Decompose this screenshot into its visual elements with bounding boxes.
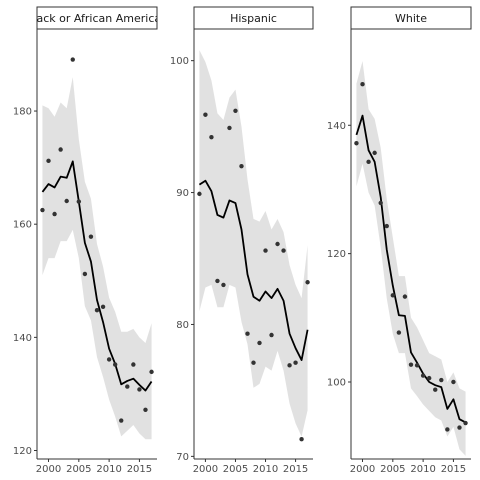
data-point <box>354 141 359 146</box>
y-tick-label: 100 <box>327 377 346 388</box>
data-point <box>408 362 414 367</box>
data-point <box>384 223 389 229</box>
strip-label: Hispanic <box>230 12 277 25</box>
data-point <box>233 108 238 113</box>
data-point <box>52 211 57 217</box>
data-point <box>64 198 69 204</box>
y-tick-label: 140 <box>13 333 32 344</box>
data-point <box>457 425 462 430</box>
data-point <box>149 369 154 375</box>
data-point <box>402 294 408 299</box>
data-point <box>209 134 214 140</box>
confidence-ribbon <box>356 61 466 456</box>
data-point <box>251 360 256 365</box>
strip-box <box>193 6 314 30</box>
panel-1: Black or African American 120 140 160 180 200… <box>13 6 168 475</box>
data-point <box>94 308 100 313</box>
data-point <box>293 360 298 365</box>
data-point <box>463 420 468 426</box>
data-point <box>420 373 426 378</box>
x-tick-label: 2010 <box>96 464 121 475</box>
data-point <box>378 200 383 206</box>
data-point <box>414 363 420 368</box>
y-tick-label: 90 <box>176 188 189 199</box>
data-point <box>275 241 280 247</box>
data-point <box>451 379 456 385</box>
data-point <box>372 150 377 156</box>
strip-box <box>36 6 158 30</box>
strip-label: Black or African American <box>26 12 168 25</box>
data-point <box>82 271 88 277</box>
strip-label: White <box>395 12 427 25</box>
data-point <box>281 248 286 253</box>
panel-3: White 100 120 140 2000 2005 2010 2015 <box>327 6 472 475</box>
strip-box <box>350 6 472 30</box>
data-point <box>239 163 244 169</box>
plot-area <box>354 61 468 456</box>
y-tick-label: 120 <box>327 249 346 260</box>
x-tick-label: 2015 <box>283 464 308 475</box>
data-point <box>119 418 124 423</box>
x-tick-label: 2010 <box>253 464 278 475</box>
data-point <box>299 437 304 442</box>
trend-line <box>355 114 466 424</box>
x-tick-label: 2010 <box>410 464 435 475</box>
data-point <box>137 387 142 392</box>
data-point <box>366 159 371 165</box>
y-tick-label: 160 <box>13 220 32 231</box>
x-tick-label: 2015 <box>127 464 152 475</box>
x-tick-label: 2005 <box>380 464 405 475</box>
data-point <box>197 191 202 197</box>
trend-line <box>41 160 153 392</box>
data-point <box>131 362 136 367</box>
x-tick-label: 2005 <box>223 464 248 475</box>
data-point <box>390 293 396 298</box>
x-tick-label: 2005 <box>66 464 91 475</box>
data-point <box>426 375 432 381</box>
x-tick-label: 2000 <box>36 464 61 475</box>
data-point <box>203 112 208 117</box>
y-tick-label: 70 <box>176 452 189 463</box>
x-tick-label: 2015 <box>441 464 466 475</box>
data-point <box>305 280 310 285</box>
data-point <box>257 340 262 346</box>
x-tick-label: 2000 <box>350 464 375 475</box>
y-tick-label: 180 <box>13 107 32 118</box>
trend-line <box>198 179 309 361</box>
data-point <box>269 332 274 338</box>
data-point <box>106 357 112 362</box>
data-point <box>221 282 226 288</box>
data-point <box>227 125 232 131</box>
y-tick-label: 140 <box>327 121 346 132</box>
data-point <box>58 147 63 152</box>
data-point <box>125 384 130 389</box>
data-point <box>245 331 250 336</box>
data-point <box>100 304 106 309</box>
data-point <box>46 158 51 164</box>
plot-area <box>197 50 310 442</box>
data-point <box>40 207 45 213</box>
data-point <box>439 377 444 383</box>
data-point <box>143 407 148 412</box>
y-tick-label: 120 <box>13 446 32 457</box>
data-point <box>445 427 450 432</box>
y-tick-label: 80 <box>176 320 189 331</box>
data-point <box>433 387 438 392</box>
confidence-ribbon <box>42 77 152 440</box>
panel-2: Hispanic 70 80 90 100 2000 2005 2010 2015 <box>170 6 314 475</box>
y-tick-label: 100 <box>170 56 189 67</box>
confidence-ribbon <box>199 50 308 437</box>
data-point <box>396 330 402 335</box>
plot-area <box>40 57 154 440</box>
data-point <box>70 57 75 62</box>
data-point <box>88 234 94 239</box>
data-point <box>112 362 118 367</box>
data-point <box>76 199 82 204</box>
data-point <box>287 363 292 368</box>
x-tick-label: 2000 <box>193 464 218 475</box>
data-point <box>360 81 365 87</box>
data-point <box>215 278 220 284</box>
data-point <box>263 248 268 253</box>
